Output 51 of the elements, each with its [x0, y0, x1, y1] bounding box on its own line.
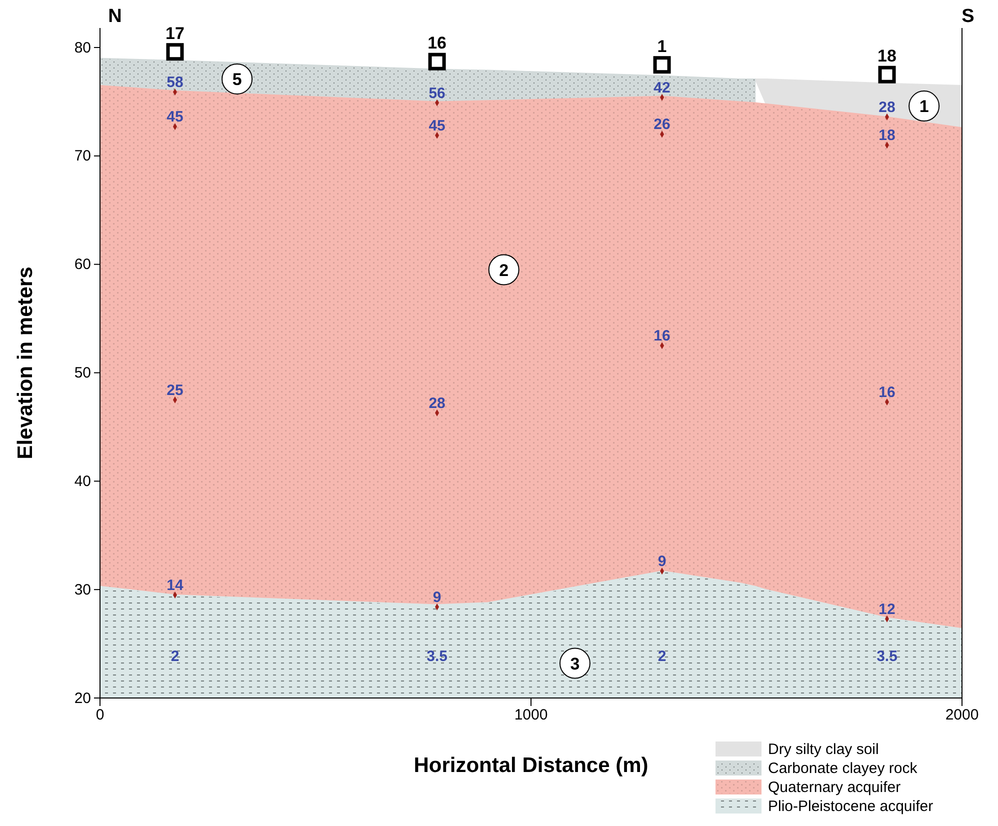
annotation: 45 — [166, 108, 184, 126]
annotation: 25 — [166, 382, 184, 399]
annotation: 18 — [878, 127, 896, 144]
annotation: 16 — [654, 328, 670, 345]
annotation: 14 — [166, 577, 184, 594]
annotation: 28 — [428, 394, 446, 412]
annotation: 45 — [428, 117, 446, 134]
point — [172, 592, 178, 598]
point — [653, 56, 671, 74]
point — [428, 52, 446, 70]
x-tick-label: 1000 — [514, 706, 548, 724]
annotation: 3.5 — [876, 648, 898, 665]
y-axis-title: Elevation in meters — [14, 266, 37, 460]
annotation: 3.5 — [426, 648, 448, 665]
annotation: 28 — [878, 98, 896, 116]
y-tick-label: 80 — [74, 39, 91, 56]
text: S — [962, 6, 974, 27]
annotation: 17 — [166, 24, 184, 43]
annotation: 26 — [654, 116, 670, 134]
x-tick-label: 2000 — [945, 706, 979, 724]
annotation: 3 — [570, 654, 580, 674]
annotation: 56 — [428, 84, 446, 102]
legend-label: Carbonate clayey rock — [768, 760, 918, 777]
y-tick-label: 30 — [74, 581, 91, 598]
annotation: 9 — [432, 588, 442, 606]
annotation: 2 — [499, 260, 509, 280]
annotation: 16 — [878, 384, 896, 402]
y-tick-label: 40 — [74, 472, 91, 490]
point — [166, 43, 184, 61]
annotation: 16 — [428, 34, 447, 53]
point — [878, 66, 896, 84]
annotation: 42 — [654, 79, 670, 96]
annotation: 1 — [657, 36, 667, 56]
annotation: 2 — [658, 648, 666, 665]
y-tick-label: 60 — [74, 256, 91, 274]
annotation: 1 — [919, 97, 929, 116]
annotation: 5 — [232, 70, 242, 89]
annotation: 9 — [658, 553, 666, 570]
annotation: 58 — [166, 74, 184, 91]
annotation: 12 — [878, 600, 896, 618]
x-tick-label: 0 — [96, 706, 104, 724]
annotation: 2 — [170, 648, 180, 665]
y-tick-label: 20 — [74, 690, 91, 707]
x-axis-title: Horizontal Distance (m) — [414, 754, 648, 777]
legend-label: Dry silty clay soil — [768, 741, 879, 758]
legend-label: Quaternary acquifer — [768, 779, 901, 796]
text: N — [108, 6, 122, 27]
y-tick-label: 50 — [74, 364, 91, 382]
y-tick-label: 70 — [74, 148, 91, 165]
legend-label: Plio-Pleistocene acquifer — [768, 798, 934, 815]
annotation: 18 — [878, 46, 896, 66]
